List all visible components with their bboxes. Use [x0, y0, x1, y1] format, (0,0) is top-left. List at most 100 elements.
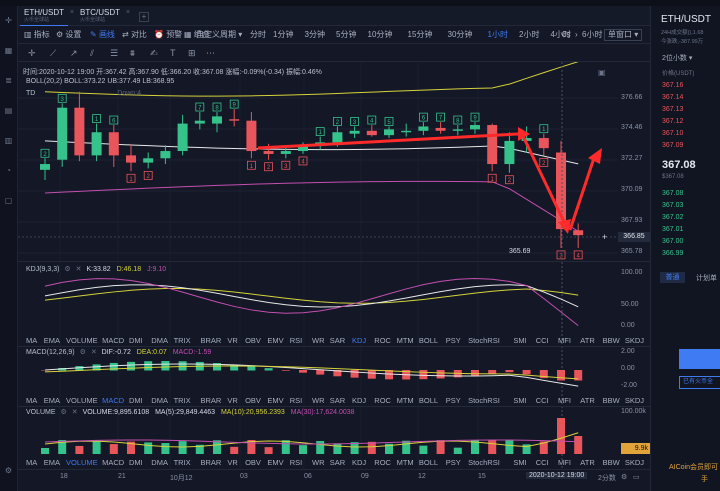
- close-icon[interactable]: ×: [125, 9, 130, 16]
- indicator-tab-ma[interactable]: MA: [26, 336, 38, 345]
- indicator-tab-stochrsi[interactable]: StochRSI: [468, 336, 500, 345]
- tab-btc-usdt[interactable]: BTC/USDT 火币全球站 ×: [76, 8, 130, 26]
- indicator-tab-wr[interactable]: WR: [312, 336, 325, 345]
- indicator-tab-atr[interactable]: ATR: [580, 336, 595, 345]
- bid-price[interactable]: 367.02: [662, 214, 684, 221]
- indicator-tab-obv[interactable]: OBV: [245, 458, 261, 467]
- indicator-tab-dmi[interactable]: DMI: [129, 458, 143, 467]
- indicator-tab-mfi[interactable]: MFI: [558, 336, 571, 345]
- indicator-tab-stochrsi[interactable]: StochRSI: [468, 458, 500, 467]
- indicator-tab-mtm[interactable]: MTM: [396, 458, 414, 467]
- trendline-icon[interactable]: ⟋: [50, 48, 57, 58]
- indicator-tab-mfi[interactable]: MFI: [558, 396, 571, 405]
- close-icon[interactable]: ×: [69, 9, 74, 16]
- indicator-tab-cci[interactable]: CCI: [535, 336, 549, 345]
- combo-button[interactable]: ▦ 组合: [184, 30, 210, 39]
- indicator-tab-psy[interactable]: PSY: [445, 396, 461, 405]
- indicator-tab-sar[interactable]: SAR: [329, 396, 346, 405]
- indicator-tab-brar[interactable]: BRAR: [200, 396, 222, 405]
- indicator-tab-ema[interactable]: EMA: [43, 396, 60, 405]
- indicator-tab-wr[interactable]: WR: [312, 458, 325, 467]
- gear-icon[interactable]: ⚙: [79, 349, 86, 356]
- indicator-tab-roc[interactable]: ROC: [374, 336, 391, 345]
- alert-button[interactable]: ⏰ 预警: [154, 30, 183, 39]
- indicator-tab-smi[interactable]: SMI: [513, 336, 527, 345]
- ask-price[interactable]: 367.12: [662, 118, 684, 125]
- indicator-tab-bbw[interactable]: BBW: [602, 336, 620, 345]
- period-0[interactable]: 分时: [250, 30, 266, 39]
- chat-icon[interactable]: ▢: [4, 196, 13, 205]
- indicator-tab-roc[interactable]: ROC: [374, 458, 391, 467]
- calendar-icon[interactable]: ▭: [633, 474, 640, 481]
- indicator-tab-smi[interactable]: SMI: [513, 396, 527, 405]
- tab-plan-order[interactable]: 计划单: [696, 275, 717, 282]
- indicator-tab-cci[interactable]: CCI: [535, 458, 549, 467]
- indicator-tab-mtm[interactable]: MTM: [396, 336, 414, 345]
- indicator-tab-obv[interactable]: OBV: [245, 336, 261, 345]
- indicator-tab-dmi[interactable]: DMI: [129, 396, 143, 405]
- close-icon[interactable]: ✕: [75, 266, 82, 273]
- indicator-tab-rsi[interactable]: RSI: [289, 336, 303, 345]
- indicator-tab-volume[interactable]: VOLUME: [66, 396, 98, 405]
- window-dropdown[interactable]: 单窗口 ▾: [604, 29, 643, 41]
- decimal-select[interactable]: 2位小数 ▾: [662, 55, 693, 62]
- indicator-tab-ma[interactable]: MA: [26, 396, 38, 405]
- period-6[interactable]: 30分钟: [447, 30, 473, 39]
- add-crosshair-icon[interactable]: +: [602, 232, 608, 242]
- indicator-tab-roc[interactable]: ROC: [374, 396, 391, 405]
- pen-icon[interactable]: ✍: [150, 48, 158, 58]
- indicator-tab-trix[interactable]: TRIX: [173, 396, 191, 405]
- user-icon[interactable]: ◔: [6, 166, 11, 175]
- indicator-tab-stochrsi[interactable]: StochRSI: [468, 396, 500, 405]
- draw-button[interactable]: ✎ 画线: [90, 30, 115, 39]
- indicator-tab-bbw[interactable]: BBW: [602, 458, 620, 467]
- indicator-tab-emv[interactable]: EMV: [267, 396, 284, 405]
- ask-price[interactable]: 367.16: [662, 82, 684, 89]
- tab-eth-usdt[interactable]: ETH/USDT 火币全球站 ×: [20, 8, 74, 26]
- indicator-tab-mtm[interactable]: MTM: [396, 396, 414, 405]
- bid-price[interactable]: 367.01: [662, 226, 684, 233]
- date-mode[interactable]: 2分数: [598, 475, 616, 482]
- indicator-tab-vr[interactable]: VR: [227, 336, 238, 345]
- indicator-tab-ema[interactable]: EMA: [43, 336, 60, 345]
- close-icon[interactable]: ✕: [90, 349, 97, 356]
- period-9[interactable]: 4小时: [550, 30, 571, 39]
- indicator-tab-psy[interactable]: PSY: [445, 336, 461, 345]
- text-icon[interactable]: T: [170, 48, 176, 58]
- indicator-tab-rsi[interactable]: RSI: [289, 396, 303, 405]
- indicator-tab-dma[interactable]: DMA: [151, 336, 168, 345]
- indicator-tab-trix[interactable]: TRIX: [173, 458, 191, 467]
- settings-button[interactable]: ⚙ 设置: [56, 30, 82, 39]
- tab-normal-order[interactable]: 普通: [660, 272, 685, 283]
- indicator-tab-rsi[interactable]: RSI: [289, 458, 303, 467]
- fib-icon[interactable]: ⩩: [130, 48, 135, 58]
- indicator-tab-ma[interactable]: MA: [26, 458, 38, 467]
- period-1[interactable]: 1分钟: [273, 30, 294, 39]
- indicator-tab-dmi[interactable]: DMI: [129, 336, 143, 345]
- period-7[interactable]: 1小时: [487, 30, 508, 39]
- more-icon[interactable]: ⋯: [206, 48, 215, 58]
- indicator-tab-macd[interactable]: MACD: [102, 336, 125, 345]
- indicator-tab-skdj[interactable]: SKDJ: [624, 396, 645, 405]
- settings-icon[interactable]: ⚙: [621, 474, 628, 481]
- indicator-tab-dma[interactable]: DMA: [151, 458, 168, 467]
- indicator-tab-dma[interactable]: DMA: [151, 396, 168, 405]
- bid-price[interactable]: 366.99: [662, 250, 684, 257]
- indicator-tab-boll[interactable]: BOLL: [418, 396, 439, 405]
- period-10[interactable]: 6小时: [582, 30, 603, 39]
- indicator-tab-macd[interactable]: MACD: [102, 396, 125, 405]
- chevron-right-icon[interactable]: ›: [575, 30, 578, 39]
- ask-price[interactable]: 367.10: [662, 130, 684, 137]
- indicator-tab-vr[interactable]: VR: [227, 396, 238, 405]
- indicator-tab-obv[interactable]: OBV: [245, 396, 261, 405]
- custom-period-dropdown[interactable]: 自定义周期 ▾: [196, 30, 243, 39]
- ray-icon[interactable]: ↗: [70, 48, 78, 58]
- ask-price[interactable]: 367.14: [662, 94, 684, 101]
- indicator-tab-brar[interactable]: BRAR: [200, 336, 222, 345]
- indicator-tab-ema[interactable]: EMA: [43, 458, 60, 467]
- indicator-tab-atr[interactable]: ATR: [580, 458, 595, 467]
- member-notice[interactable]: AICoin会员即可: [669, 464, 719, 471]
- indicator-tab-emv[interactable]: EMV: [267, 458, 284, 467]
- indicator-tab-skdj[interactable]: SKDJ: [624, 458, 645, 467]
